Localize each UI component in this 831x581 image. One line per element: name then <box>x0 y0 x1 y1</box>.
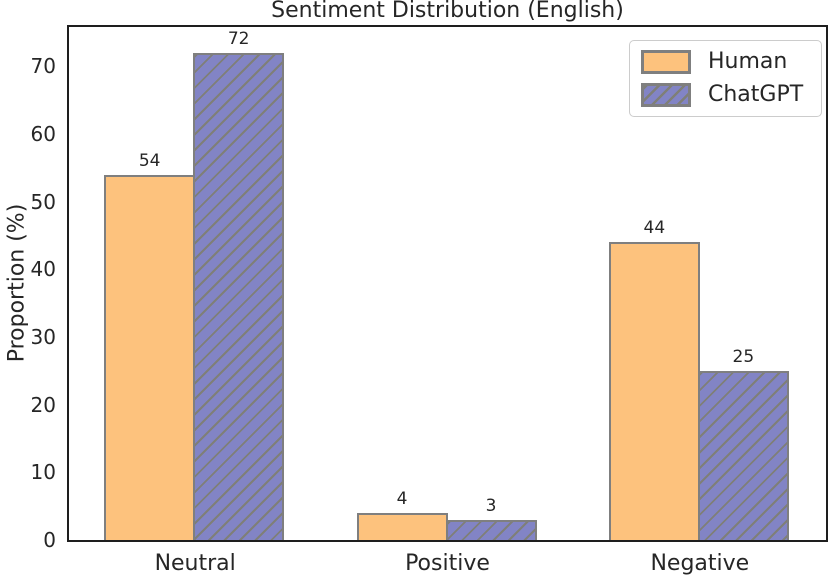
bar-value-label: 25 <box>732 346 755 367</box>
legend-label-human: Human <box>708 49 788 74</box>
bar-chatgpt-neutral <box>193 52 285 540</box>
y-tick-label: 60 <box>30 121 56 146</box>
legend-item-chatgpt: ChatGPT <box>641 82 821 108</box>
legend-swatch-human <box>641 50 691 74</box>
legend-swatch-chatgpt <box>641 83 691 107</box>
legend: Human ChatGPT <box>629 40 822 117</box>
x-tick-label-positive: Positive <box>405 551 490 576</box>
bar-value-label: 3 <box>485 495 497 516</box>
y-tick-label: 0 <box>43 528 56 552</box>
bar-chatgpt-negative <box>697 370 789 540</box>
bar-human-positive <box>356 512 448 540</box>
y-tick-label: 10 <box>30 460 56 485</box>
bar-value-label: 4 <box>396 488 408 509</box>
legend-item-human: Human <box>641 49 821 75</box>
x-tick-label-negative: Negative <box>650 551 750 576</box>
bar-value-label: 54 <box>138 150 161 171</box>
bar-chatgpt-positive <box>445 519 537 540</box>
y-tick-label: 20 <box>30 392 56 417</box>
bar-value-label: 72 <box>227 28 250 49</box>
legend-label-chatgpt: ChatGPT <box>708 82 804 107</box>
y-tick-label: 30 <box>30 324 56 349</box>
bar-value-label: 44 <box>643 218 666 239</box>
bar-human-negative <box>608 242 700 540</box>
plot-inner: 54 4 44 72 3 25 <box>69 27 826 540</box>
x-tick-label-neutral: Neutral <box>154 551 236 576</box>
y-tick-label: 50 <box>30 189 56 214</box>
y-tick-label: 70 <box>30 54 56 79</box>
chart-title: Sentiment Distribution (English) <box>271 0 624 23</box>
bar-human-neutral <box>104 174 196 540</box>
y-tick-label: 40 <box>30 257 56 282</box>
